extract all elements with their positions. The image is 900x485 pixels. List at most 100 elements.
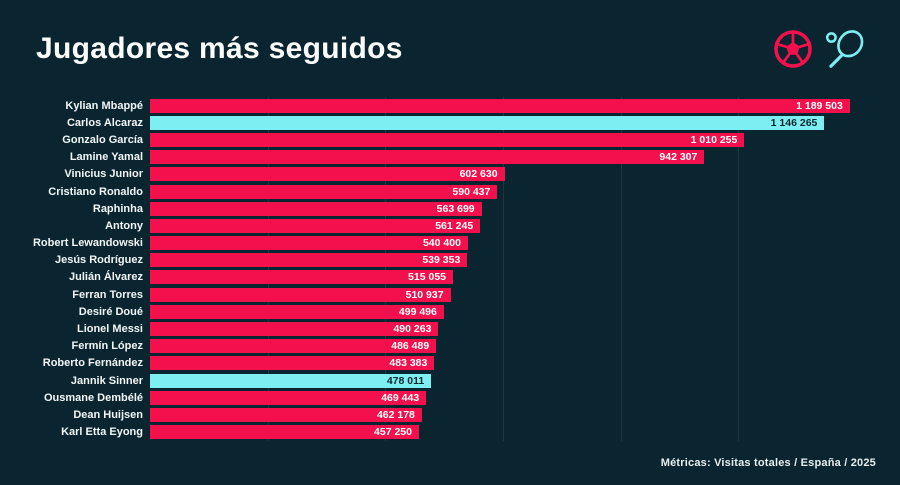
value-label: 515 055: [408, 271, 447, 284]
value-label: 1 010 255: [690, 133, 738, 146]
chart-row: Roberto Fernández 483 383: [0, 355, 900, 372]
category-label: Jannik Sinner: [70, 374, 143, 387]
bar: 457 250: [150, 425, 419, 440]
bar-highlight: 1 146 265: [150, 115, 825, 130]
gridline: [620, 97, 622, 441]
chart-row: Lionel Messi 490 263: [0, 320, 900, 337]
category-label: Carlos Alcaraz: [66, 116, 143, 129]
bar-track: 540 400: [150, 236, 856, 251]
football-icon: [774, 30, 812, 68]
bar-highlight: 478 011: [150, 373, 432, 388]
category-label: Ferran Torres: [72, 288, 143, 301]
chart-row: Jannik Sinner 478 011: [0, 372, 900, 389]
category-label: Fermín López: [71, 340, 143, 353]
gridline: [503, 97, 504, 441]
gridline: [738, 97, 740, 441]
category-label: Cristiano Ronaldo: [48, 185, 143, 198]
value-label: 457 250: [374, 426, 412, 439]
bar: 540 400: [150, 236, 468, 251]
bar-track: 515 055: [150, 270, 856, 285]
category-label: Raphinha: [92, 202, 143, 215]
value-label: 602 630: [459, 168, 498, 181]
sport-icons: [772, 26, 868, 72]
value-label: 483 383: [389, 357, 428, 370]
value-label: 490 263: [393, 323, 432, 336]
value-label: 942 307: [659, 151, 698, 164]
bar: 539 353: [150, 253, 468, 268]
category-label: Lamine Yamal: [69, 151, 143, 164]
chart-row: Dean Huijsen 462 178: [0, 406, 900, 423]
value-label: 478 011: [386, 374, 425, 387]
chart-row: Lamine Yamal 942 307: [0, 149, 900, 166]
bar: 499 496: [150, 304, 444, 319]
value-label: 1 146 265: [770, 116, 818, 129]
bar-track: 561 245: [150, 218, 856, 233]
chart-row: Kylian Mbappé 1 189 503: [0, 97, 900, 114]
category-label: Kylian Mbappé: [65, 99, 143, 112]
bar: 563 699: [150, 201, 482, 216]
bar: 515 055: [150, 270, 454, 285]
bar: 490 263: [150, 322, 439, 337]
bar-track: 602 630: [150, 167, 856, 182]
category-label: Dean Huijsen: [73, 408, 143, 421]
chart-row: Carlos Alcaraz 1 146 265: [0, 114, 900, 131]
bar-track: 563 699: [150, 201, 856, 216]
category-label: Karl Etta Eyong: [61, 426, 143, 439]
bar: 942 307: [150, 150, 705, 165]
bar-track: 1 010 255: [150, 132, 856, 147]
bar-track: 499 496: [150, 304, 856, 319]
bar: 602 630: [150, 167, 505, 182]
gridlines: [150, 97, 856, 441]
bar: 590 437: [150, 184, 498, 199]
category-label: Jesús Rodríguez: [54, 254, 143, 267]
chart-row: Cristiano Ronaldo 590 437: [0, 183, 900, 200]
category-label: Lionel Messi: [76, 323, 143, 336]
gridline: [267, 97, 269, 441]
chart-row: Karl Etta Eyong 457 250: [0, 424, 900, 441]
chart-source: Métricas: Visitas totales / España / 202…: [660, 457, 876, 469]
category-label: Gonzalo García: [62, 133, 143, 146]
value-label: 486 489: [391, 340, 430, 353]
chart-row: Fermín López 486 489: [0, 338, 900, 355]
category-label: Robert Lewandowski: [32, 237, 143, 250]
value-label: 510 937: [405, 288, 444, 301]
gridline: [385, 97, 387, 441]
category-label: Roberto Fernández: [42, 357, 143, 370]
chart-row: Robert Lewandowski 540 400: [0, 235, 900, 252]
bar: 1 010 255: [150, 132, 745, 147]
bar-track: 590 437: [150, 184, 856, 199]
value-label: 561 245: [435, 219, 474, 232]
tennis-racket-icon: [825, 30, 864, 68]
chart-row: Julián Álvarez 515 055: [0, 269, 900, 286]
bar-track: 469 443: [150, 390, 856, 405]
value-label: 539 353: [422, 254, 461, 267]
bar-track: 539 353: [150, 253, 856, 268]
chart-row: Raphinha 563 699: [0, 200, 900, 217]
bar-track: 942 307: [150, 150, 856, 165]
bar-track: 478 011: [150, 373, 856, 388]
bar: 510 937: [150, 287, 451, 302]
chart-row: Ferran Torres 510 937: [0, 286, 900, 303]
bar-track: 486 489: [150, 339, 856, 354]
value-label: 469 443: [381, 391, 420, 404]
category-label: Ousmane Dembélé: [43, 391, 143, 404]
bar: 469 443: [150, 390, 427, 405]
bar: 1 189 503: [150, 98, 850, 113]
chart-row: Desiré Doué 499 496: [0, 303, 900, 320]
value-label: 590 437: [452, 185, 491, 198]
bar-track: 490 263: [150, 322, 856, 337]
bar-track: 462 178: [150, 407, 856, 422]
value-label: 540 400: [422, 237, 461, 250]
bar-track: 1 146 265: [150, 115, 856, 130]
chart-row: Ousmane Dembélé 469 443: [0, 389, 900, 406]
bar-track: 510 937: [150, 287, 856, 302]
value-label: 462 178: [376, 408, 415, 421]
chart-row: Vinicius Junior 602 630: [0, 166, 900, 183]
page-title: Jugadores más seguidos: [36, 32, 403, 65]
bar: 483 383: [150, 356, 435, 371]
value-label: 563 699: [436, 202, 475, 215]
bar: 486 489: [150, 339, 437, 354]
category-label: Vinicius Junior: [64, 168, 143, 181]
bar-track: 483 383: [150, 356, 856, 371]
